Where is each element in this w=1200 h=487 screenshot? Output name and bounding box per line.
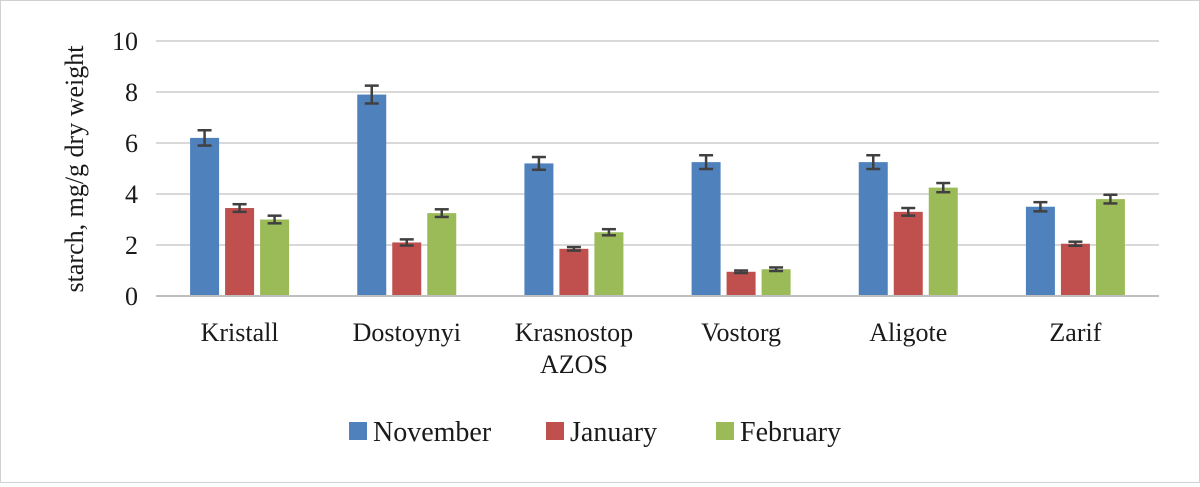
error-bar	[1033, 200, 1048, 213]
category-label: Zarif	[1049, 318, 1101, 347]
error-bar	[267, 214, 282, 225]
bar-february	[761, 269, 791, 296]
bar-november	[524, 163, 554, 296]
legend: November January February	[349, 417, 841, 448]
bar-november	[190, 137, 220, 296]
gridlines	[156, 40, 1159, 246]
category-labels: Kristall Dostoynyi Krasnostop AZOS Vostorg Al…	[201, 318, 1102, 379]
error-bar	[866, 153, 881, 171]
bar-january	[893, 211, 923, 296]
error-bar	[399, 238, 414, 247]
category-label: Dostoynyi	[353, 318, 461, 347]
bar-november	[691, 162, 721, 296]
bar-february	[928, 187, 958, 296]
error-bar	[734, 269, 749, 275]
bars	[190, 94, 1125, 296]
error-bar	[1103, 193, 1118, 205]
category-label: Kristall	[201, 318, 279, 347]
bar-january	[225, 208, 255, 296]
error-bar	[1068, 240, 1083, 248]
bar-january	[726, 271, 756, 296]
category-label: Krasnostop AZOS	[515, 318, 633, 379]
bar-november	[858, 162, 888, 296]
y-axis-label: starch, mg/g dry weight	[60, 45, 89, 293]
category-label: Vostorg	[701, 318, 781, 347]
bar-february	[1095, 199, 1125, 296]
error-bar	[566, 245, 581, 252]
bar-february	[594, 232, 624, 296]
bar-february	[427, 213, 457, 296]
y-tick-label: 8	[125, 78, 138, 107]
legend-label-january: January	[570, 417, 657, 448]
y-tick-label: 0	[125, 282, 138, 311]
y-axis-ticks: 0 2 4 6 8 10	[112, 27, 138, 311]
bar-february	[260, 219, 290, 296]
legend-swatch-february	[716, 422, 734, 440]
bar-november	[357, 94, 387, 296]
bar-november	[1025, 206, 1055, 296]
legend-label-february: February	[740, 417, 841, 448]
error-bar	[197, 129, 212, 147]
error-bar	[531, 155, 546, 172]
legend-label-november: November	[373, 417, 492, 448]
error-bar	[699, 153, 714, 171]
error-bar	[601, 227, 616, 237]
error-bar	[364, 84, 379, 105]
bar-january	[559, 248, 589, 296]
bar-january	[392, 242, 422, 296]
legend-swatch-january	[546, 422, 564, 440]
error-bar	[232, 202, 247, 214]
y-tick-label: 10	[112, 27, 138, 56]
error-bars	[197, 84, 1118, 275]
category-label: Aligote	[869, 318, 947, 347]
error-bar	[434, 208, 449, 219]
legend-swatch-november	[349, 422, 367, 440]
y-tick-label: 6	[125, 129, 138, 158]
error-bar	[936, 181, 951, 194]
y-tick-label: 2	[125, 231, 138, 260]
error-bar	[769, 266, 784, 273]
bar-january	[1060, 243, 1090, 296]
y-tick-label: 4	[125, 180, 138, 209]
error-bar	[901, 206, 916, 217]
